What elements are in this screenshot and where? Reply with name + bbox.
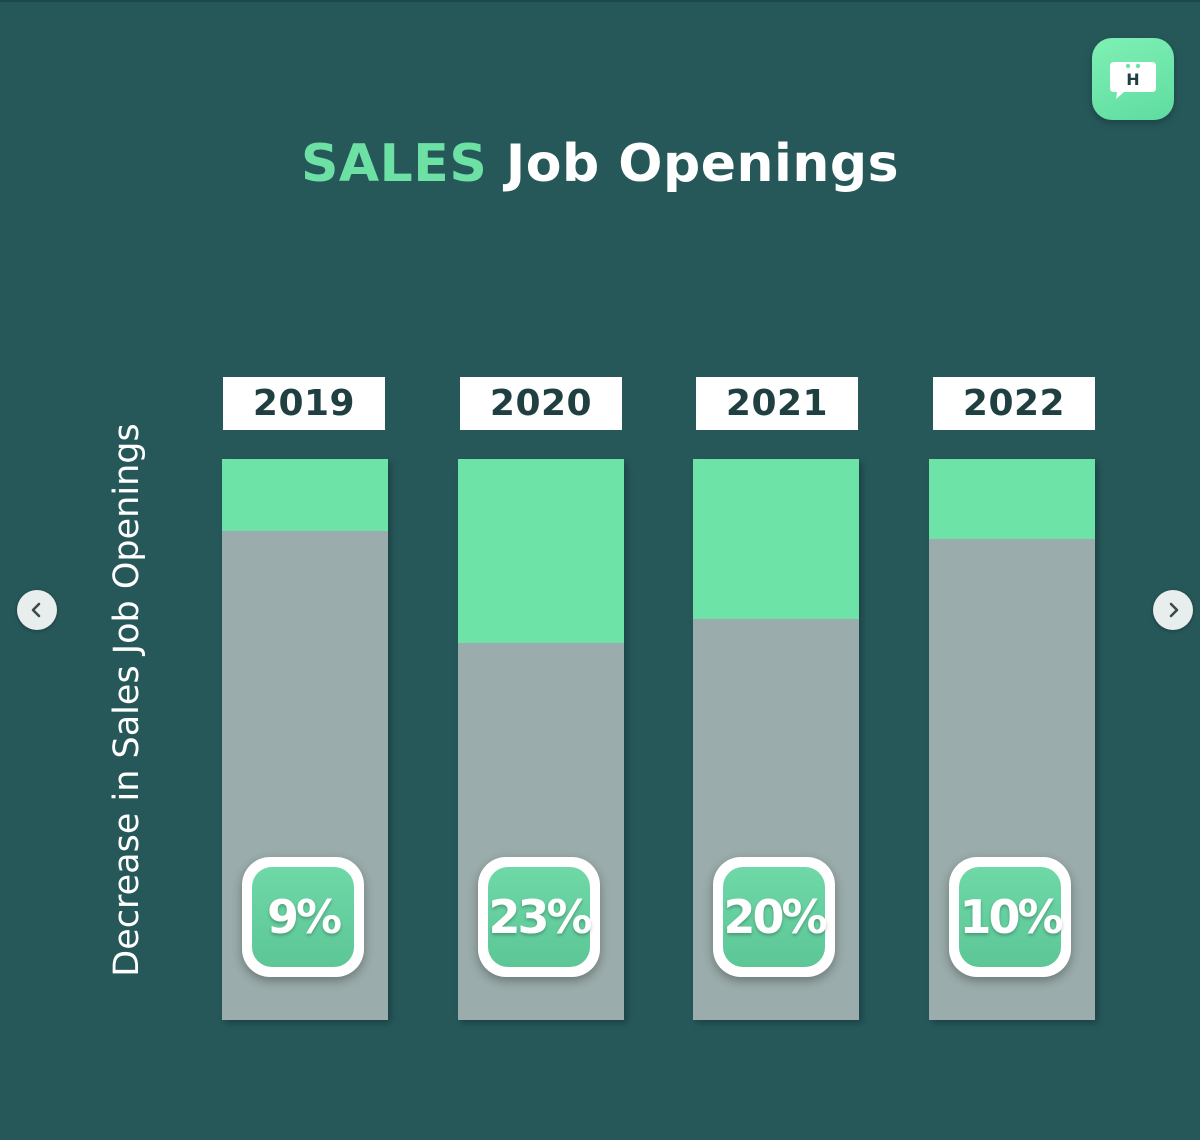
bar-fill-2021 <box>693 459 859 619</box>
bar-2022: 10% <box>929 459 1095 1020</box>
value-badge-2019: 9% <box>242 857 364 977</box>
year-label-2021: 2021 <box>696 377 858 430</box>
brand-logo: H <box>1092 38 1174 120</box>
logo-letter: H <box>1126 70 1139 89</box>
chevron-left-icon <box>31 602 41 618</box>
y-axis-label: Decrease in Sales Job Openings <box>107 423 147 977</box>
bar-2020: 23% <box>458 459 624 1020</box>
title-rest: Job Openings <box>487 134 900 194</box>
bar-2021: 20% <box>693 459 859 1020</box>
top-border <box>0 0 1200 2</box>
value-label-2019: 9% <box>252 867 354 967</box>
bar-fill-2019 <box>222 459 388 531</box>
chevron-right-icon <box>1169 602 1179 618</box>
value-label-2022: 10% <box>959 867 1064 967</box>
year-label-2019: 2019 <box>223 377 385 430</box>
value-label-2021: 20% <box>723 867 828 967</box>
chart-title: SALES Job Openings <box>0 134 1200 194</box>
prev-slide-button[interactable] <box>17 590 57 630</box>
title-accent: SALES <box>300 134 488 194</box>
year-label-2020: 2020 <box>460 377 622 430</box>
chat-bubble-h-icon: H <box>1110 62 1156 99</box>
value-badge-2021: 20% <box>713 857 835 977</box>
bar-fill-2022 <box>929 459 1095 539</box>
bar-2019: 9% <box>222 459 388 1020</box>
value-badge-2022: 10% <box>949 857 1071 977</box>
bar-fill-2020 <box>458 459 624 643</box>
value-badge-2020: 23% <box>478 857 600 977</box>
year-label-2022: 2022 <box>933 377 1095 430</box>
value-label-2020: 23% <box>488 867 593 967</box>
next-slide-button[interactable] <box>1153 590 1193 630</box>
